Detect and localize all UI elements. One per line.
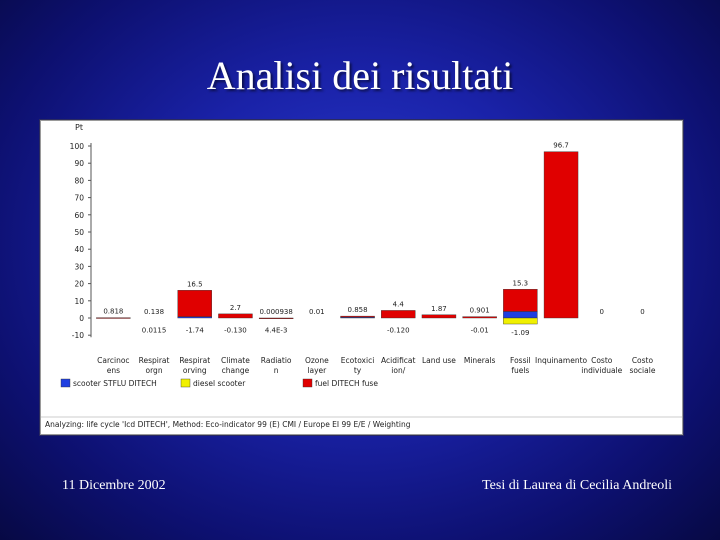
data-label-bottom: -0.01: [471, 326, 489, 334]
x-tick-label: layer: [307, 366, 327, 375]
y-tick-label: 0: [79, 314, 84, 323]
data-label-top: 0.818: [103, 308, 123, 316]
data-label-bottom: -0.130: [224, 326, 247, 334]
data-label-bottom: -0.120: [387, 326, 410, 334]
y-tick-label: 10: [74, 297, 84, 306]
x-tick-label: orving: [183, 366, 207, 375]
data-label-top: 0: [640, 308, 644, 316]
bar-chart: Pt -10 0 10 20 30 40 50 60 70 80 90 100 0.818 Carcinoc…: [41, 123, 682, 429]
y-tick-label: 90: [74, 159, 84, 168]
x-tick-label: ens: [107, 366, 120, 375]
bar-segment: [503, 289, 538, 312]
x-tick-label: Radiatio: [261, 356, 292, 365]
x-tick-label: Ecotoxici: [341, 356, 374, 365]
footer-date: 11 Dicembre 2002: [62, 478, 166, 493]
data-label-bottom: 4.4E-3: [265, 326, 288, 334]
y-tick-label: 70: [74, 194, 84, 203]
x-tick-label: ion/: [391, 366, 405, 375]
x-tick-label: fuels: [511, 366, 529, 375]
x-tick-label: ty: [354, 366, 362, 375]
legend-label: fuel DITECH fuse: [315, 379, 378, 388]
data-label-bottom: 0.0115: [142, 326, 167, 334]
legend-swatch: [60, 378, 71, 388]
data-label-bottom: -1.74: [186, 326, 205, 334]
bar-segment: [503, 311, 538, 319]
bar-segment: [177, 290, 212, 317]
x-tick-label: n: [274, 366, 279, 375]
bar-segment: [96, 317, 131, 319]
x-tick-label: Respirat: [139, 356, 170, 365]
chart-footnote: Analyzing: life cycle 'Icd DITECH', Meth…: [45, 420, 411, 429]
y-axis-label: Pt: [75, 123, 83, 132]
y-tick-label: 40: [74, 245, 84, 254]
x-tick-label: change: [222, 366, 250, 375]
data-label-top: 16.5: [187, 280, 203, 288]
data-label-top: 15.3: [513, 279, 529, 287]
chart-panel: Pt -10 0 10 20 30 40 50 60 70 80 90 100 0.818 Carcinoc…: [40, 120, 683, 435]
data-label-top: 4.4: [393, 300, 405, 308]
x-tick-label: Ozone: [305, 356, 329, 365]
bar-segment: [543, 151, 579, 319]
footer-author: Tesi di Laurea di Cecilia Andreoli: [482, 478, 672, 493]
data-label-top: 0.000938: [259, 308, 292, 316]
x-tick-label: Acidificat: [381, 356, 415, 365]
bar-segment: [503, 317, 538, 325]
bar-segment: [218, 313, 253, 319]
slide-title: Analisi dei risultati: [206, 53, 514, 98]
data-label-top: 0.901: [470, 307, 490, 315]
y-tick-label: 80: [74, 176, 84, 185]
x-tick-label: Minerals: [464, 356, 496, 365]
bar-segment: [258, 317, 294, 319]
y-tick-label: 100: [70, 142, 85, 151]
y-tick-label: 20: [74, 280, 84, 289]
data-label-bottom: -1.09: [511, 329, 529, 337]
data-label-top: 96.7: [553, 142, 569, 150]
y-tick-label: 60: [74, 211, 84, 220]
legend-swatch: [180, 378, 191, 388]
x-tick-label: Costo: [632, 356, 654, 365]
y-tick-label: 30: [74, 262, 84, 271]
x-tick-label: Land use: [422, 356, 456, 365]
x-tick-label: Climate: [221, 356, 250, 365]
y-tick-label: 50: [74, 228, 84, 237]
x-tick-label: individuale: [581, 366, 622, 375]
bar-segment: [177, 316, 212, 319]
data-label-top: 0.01: [309, 308, 325, 316]
legend-label: scooter STFLU DITECH: [73, 379, 157, 388]
bar-segment: [381, 310, 416, 319]
legend-label: diesel scooter: [193, 379, 246, 388]
x-tick-label: Fossil: [510, 356, 531, 365]
legend-swatch: [302, 378, 313, 388]
data-label-top: 2.7: [230, 304, 241, 312]
data-label-top: 0.138: [144, 308, 164, 316]
x-tick-label: Respirat: [179, 356, 210, 365]
data-label-top: 1.87: [431, 305, 447, 313]
x-tick-label: sociale: [629, 366, 655, 375]
data-label-top: 0.858: [348, 306, 368, 314]
bar-segment: [421, 314, 457, 319]
bar-segment: [340, 315, 375, 318]
bar-segment: [462, 316, 497, 319]
data-label-top: 0: [600, 308, 604, 316]
y-tick-label: -10: [72, 331, 84, 340]
x-tick-label: orgn: [146, 366, 163, 375]
x-tick-label: Costo: [591, 356, 613, 365]
x-tick-label: Inquinamento: [535, 356, 588, 365]
x-tick-label: Carcinoc: [97, 356, 129, 365]
